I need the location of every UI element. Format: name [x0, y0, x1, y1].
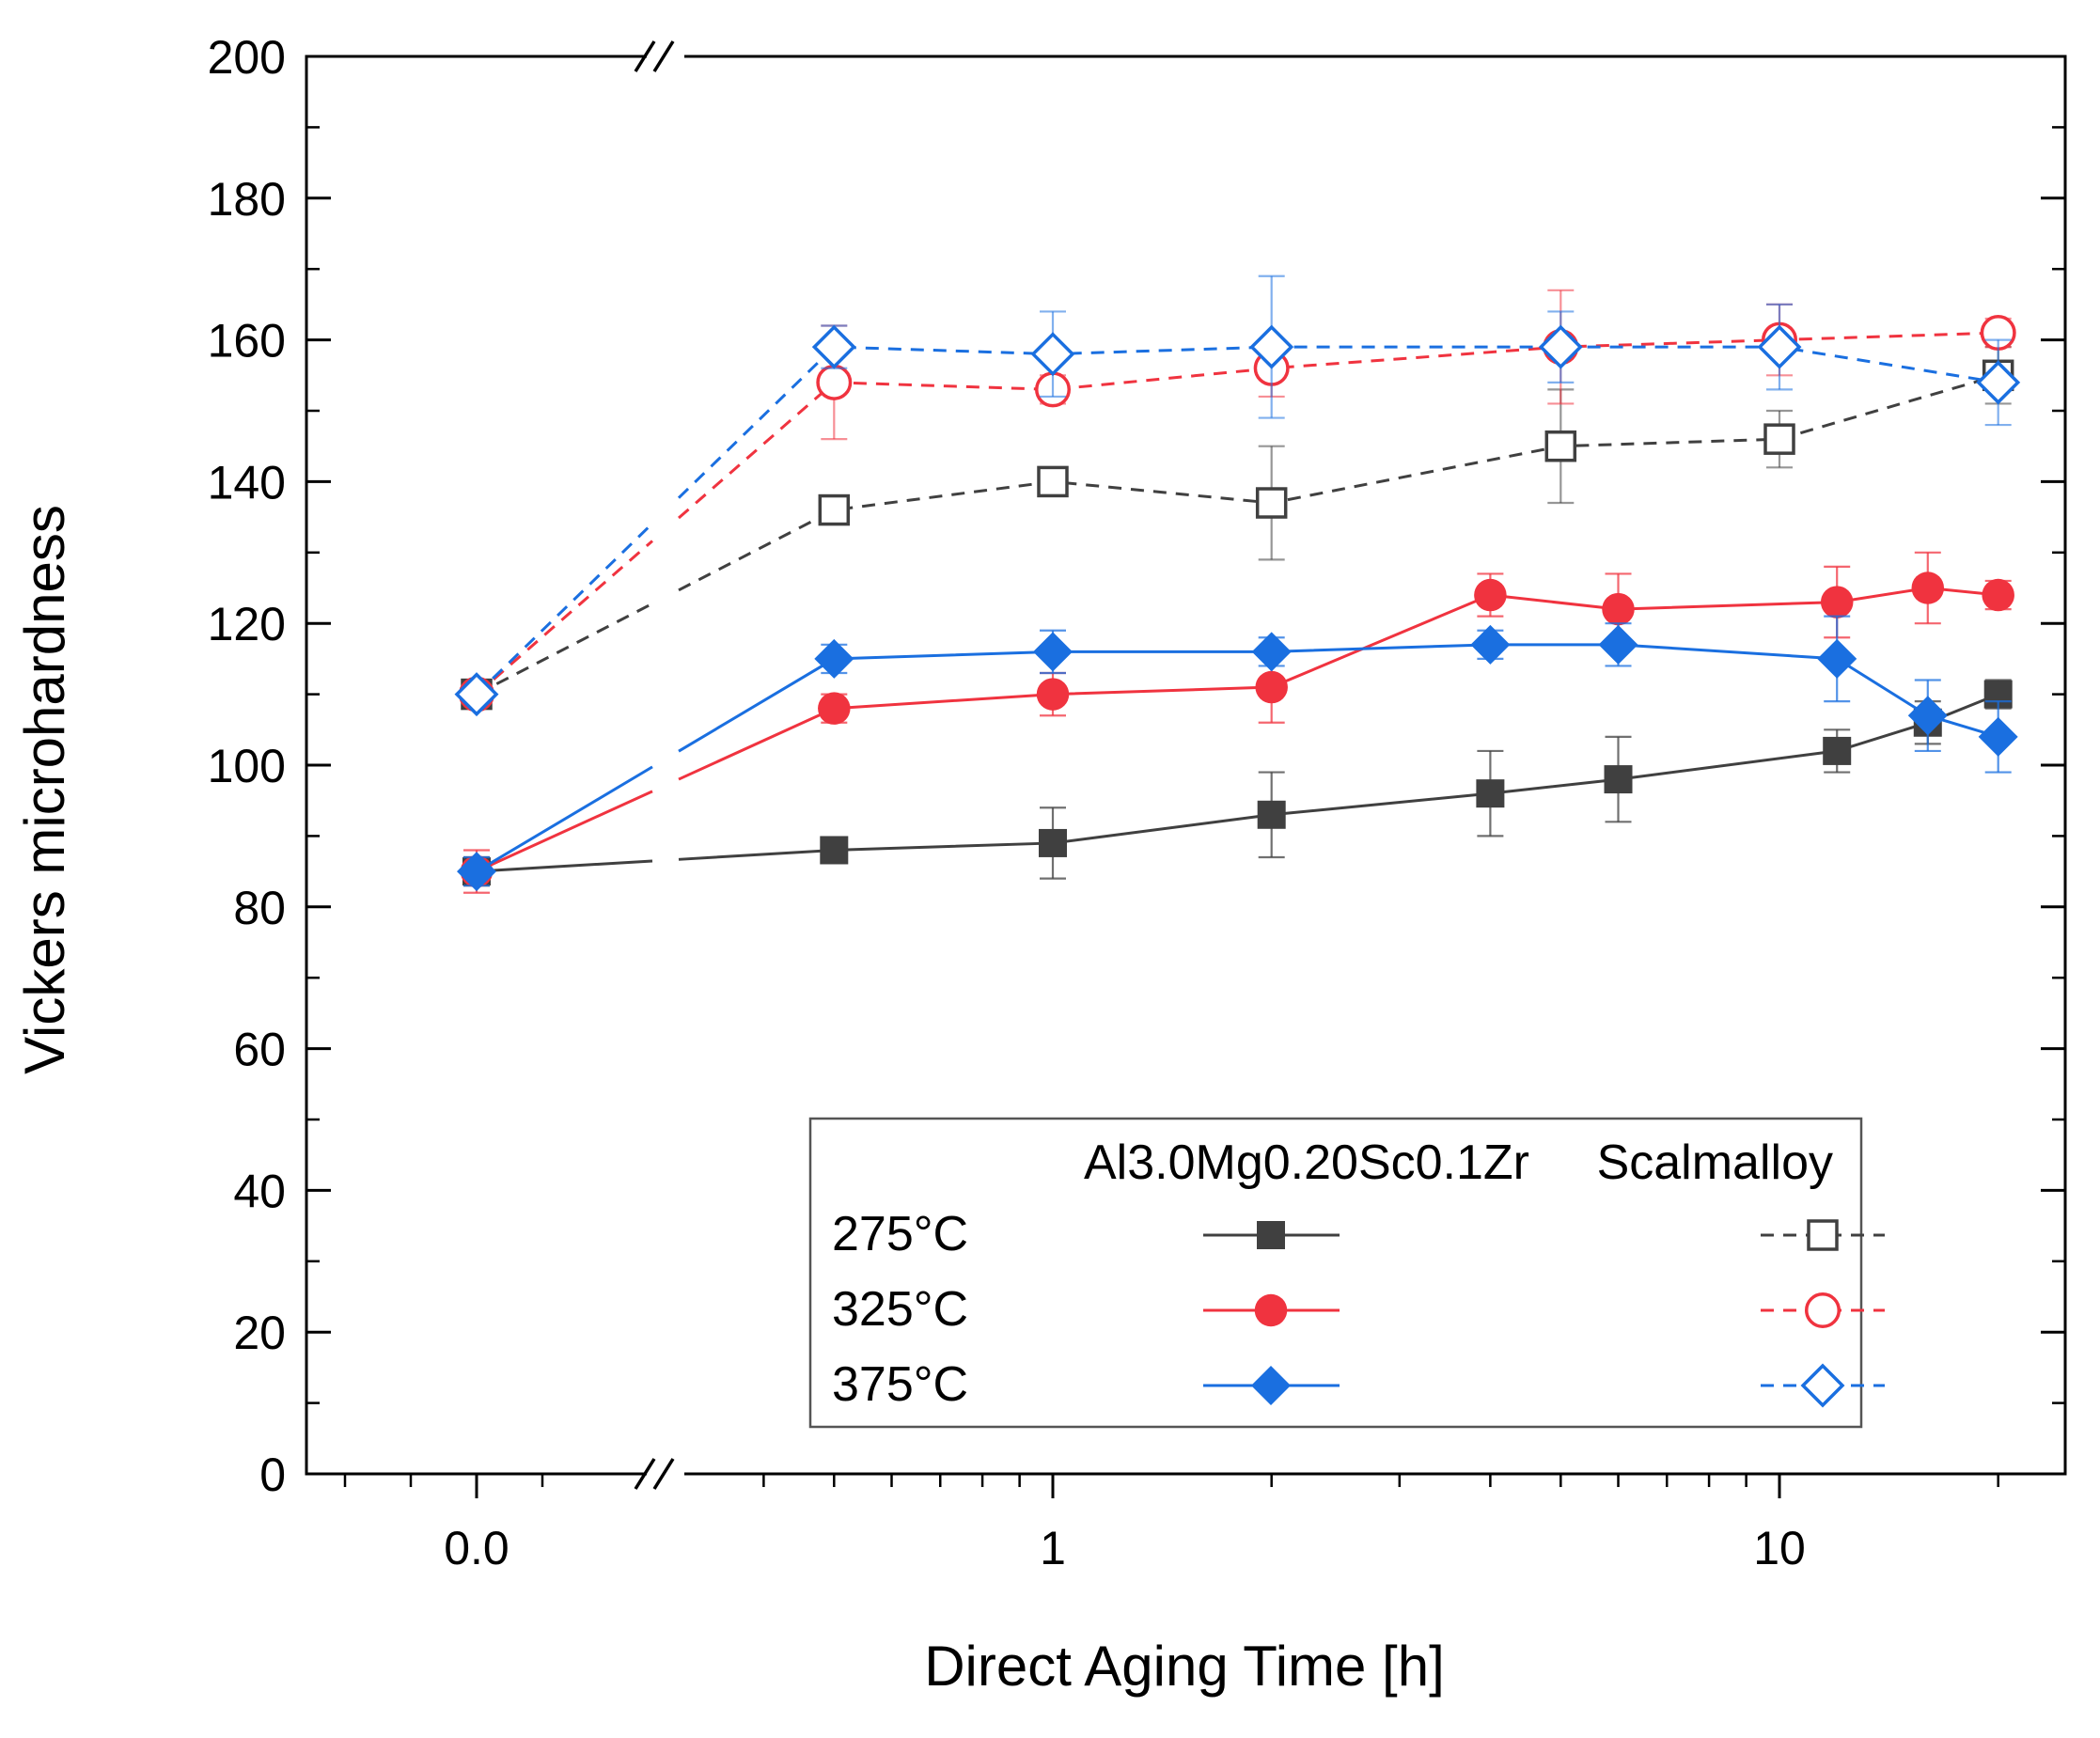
- data-point: [818, 692, 851, 725]
- data-point: [1039, 828, 1067, 857]
- y-tick-label: 40: [233, 1165, 286, 1217]
- data-point: [1820, 586, 1854, 618]
- legend-label-325: 325°C: [832, 1282, 968, 1337]
- x-tick-label: 0.0: [444, 1522, 509, 1574]
- data-point: [1255, 487, 1288, 519]
- data-point: [1474, 578, 1507, 612]
- data-point: [1544, 430, 1577, 462]
- y-tick-label: 140: [208, 456, 286, 509]
- y-tick-label: 60: [233, 1024, 286, 1076]
- y-axis-title: Vickers microhardness: [13, 505, 76, 1074]
- legend-marker-alloy: [1251, 1366, 1291, 1405]
- ticks-group: 0 20 40 60 80 100 120 140 160 180 200 0.0 1 10: [208, 31, 2065, 1574]
- data-point: [816, 364, 853, 400]
- legend-marker-scalmalloy: [1807, 1219, 1839, 1251]
- y-tick-label: 80: [233, 882, 286, 934]
- data-point: [1763, 423, 1795, 455]
- x-tick-label: 1: [1040, 1522, 1066, 1574]
- y-tick-label: 200: [208, 31, 286, 84]
- data-point: [1598, 624, 1638, 665]
- series-line: [476, 586, 1998, 873]
- axis-break-mark: [652, 1458, 675, 1490]
- data-point: [457, 852, 496, 892]
- legend-marker-alloy: [1254, 1293, 1288, 1327]
- series-line: [476, 373, 1999, 696]
- data-point: [1982, 578, 2014, 612]
- data-point: [1817, 638, 1857, 679]
- data-point: [818, 493, 851, 526]
- legend-box: [808, 1117, 1863, 1429]
- legend-swatches: [1203, 1219, 1885, 1408]
- data-point: [1030, 332, 1075, 377]
- series-alloy-275: [462, 679, 2013, 887]
- data-point: [1538, 324, 1583, 369]
- legend-header-alloy: Al3.0Mg0.20Sc0.1Zr: [1084, 1135, 1529, 1190]
- data-point: [1978, 716, 2018, 757]
- legend-header-scalmalloy: Scalmalloy: [1597, 1135, 1833, 1190]
- series-alloy-375: [457, 615, 2018, 892]
- data-point: [1604, 765, 1633, 794]
- x-axis-title: Direct Aging Time [h]: [924, 1635, 1445, 1698]
- data-point: [1037, 465, 1069, 498]
- y-tick-label: 160: [208, 315, 286, 368]
- data-point: [1907, 696, 1948, 736]
- data-point: [1976, 360, 2021, 405]
- data-point: [1823, 736, 1852, 765]
- axis-break-mark: [634, 1458, 656, 1490]
- series-scalmalloy-375: [454, 274, 2021, 717]
- data-point: [1476, 779, 1505, 808]
- legend-marker-scalmalloy: [1805, 1292, 1841, 1328]
- data-point: [1257, 800, 1286, 829]
- data-point: [1911, 572, 1945, 604]
- y-tick-label: 20: [233, 1307, 286, 1359]
- data-point: [1036, 678, 1070, 711]
- legend-label-275: 275°C: [832, 1207, 968, 1261]
- x-tick-label: 10: [1753, 1522, 1806, 1574]
- series-alloy-325: [460, 551, 2014, 894]
- series-line: [476, 643, 1999, 873]
- data-point: [1470, 624, 1511, 665]
- data-point: [1255, 670, 1288, 704]
- legend: Al3.0Mg0.20Sc0.1Zr Scalmalloy 275°C 325°…: [808, 1117, 1885, 1429]
- data-point: [1757, 324, 1802, 369]
- data-point: [1251, 632, 1292, 672]
- data-point: [820, 836, 849, 865]
- y-tick-label: 0: [259, 1448, 286, 1501]
- y-tick-label: 100: [208, 740, 286, 792]
- series-group: [454, 274, 2021, 894]
- y-tick-label: 180: [208, 173, 286, 226]
- axis-break-mark: [652, 40, 675, 72]
- data-point: [1033, 632, 1073, 672]
- data-point: [811, 324, 856, 369]
- y-tick-label: 120: [208, 598, 286, 650]
- data-point: [454, 672, 499, 717]
- data-point: [814, 638, 854, 679]
- legend-label-375: 375°C: [832, 1357, 968, 1412]
- data-point: [1602, 592, 1635, 626]
- series-line: [475, 345, 1998, 696]
- series-line: [476, 331, 1998, 696]
- legend-marker-alloy: [1257, 1221, 1285, 1249]
- legend-marker-scalmalloy: [1800, 1363, 1845, 1408]
- series-line: [476, 693, 1999, 873]
- axis-break-mark: [634, 40, 656, 72]
- data-point: [1249, 324, 1294, 369]
